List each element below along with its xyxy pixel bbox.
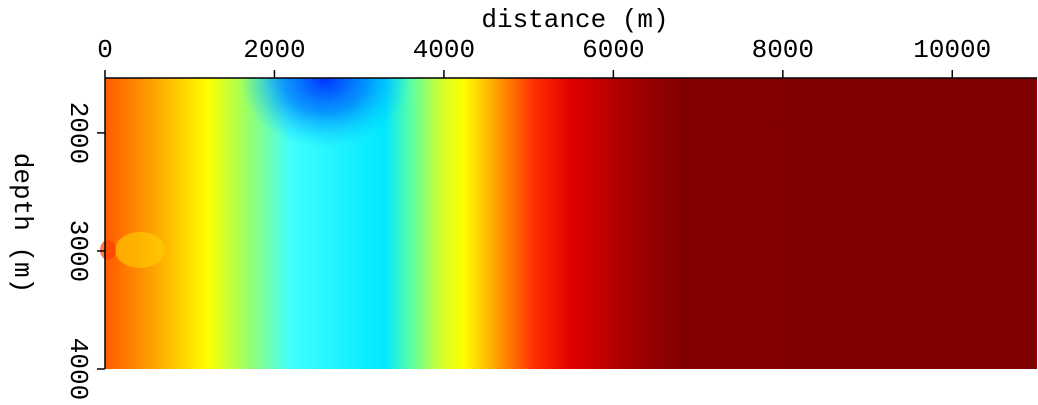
x-axis-title: distance (m) — [481, 5, 668, 35]
y-axis-title: depth (m) — [7, 153, 37, 293]
x-tick-label: 4000 — [413, 35, 475, 65]
x-tick-label: 10000 — [913, 35, 991, 65]
y-tick-label: 3000 — [63, 220, 93, 282]
x-tick-label: 6000 — [582, 35, 644, 65]
y-tick-label: 4000 — [63, 338, 93, 400]
heatmap-field — [100, 78, 1037, 369]
x-tick-label: 2000 — [243, 35, 305, 65]
x-tick-label: 0 — [97, 35, 113, 65]
y-tick-label: 2000 — [63, 102, 93, 164]
x-tick-label: 8000 — [752, 35, 814, 65]
